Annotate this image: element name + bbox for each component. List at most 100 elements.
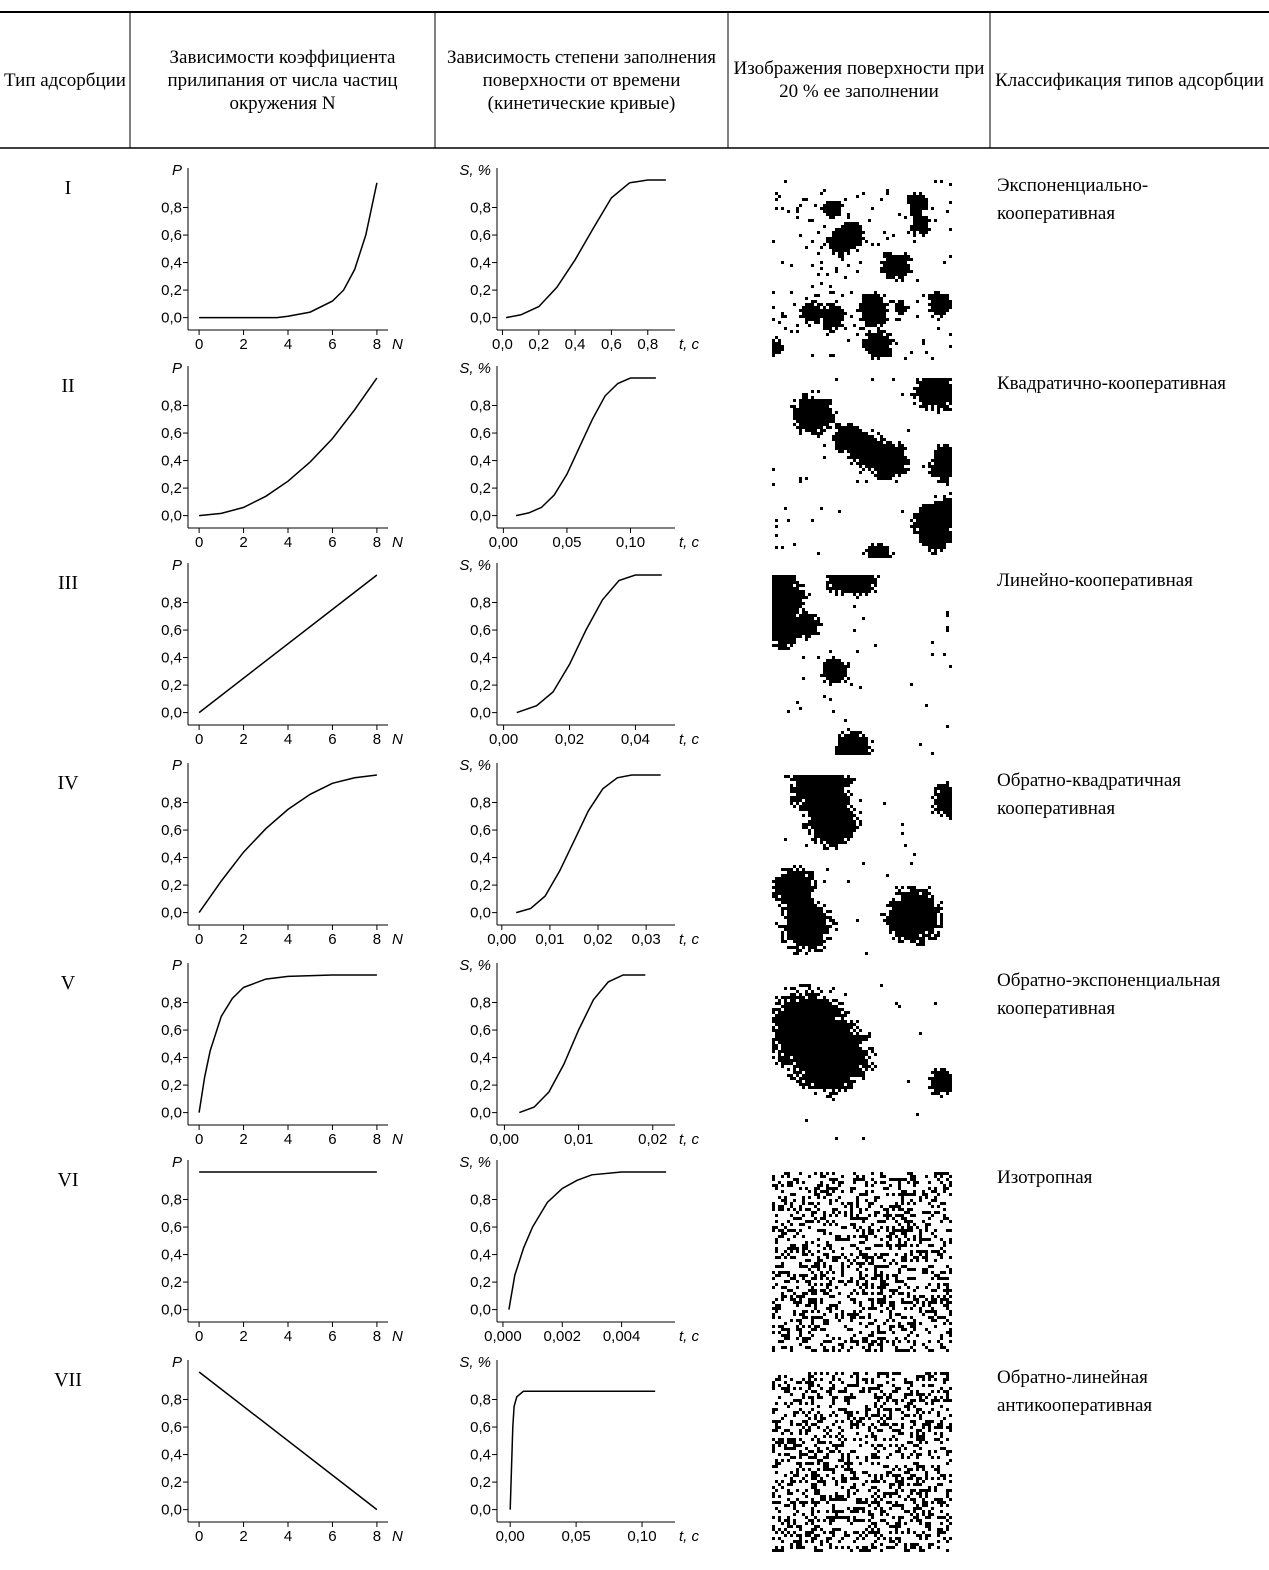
y-tick-label: 0,4 xyxy=(470,255,491,272)
classification: Обратно-экспоненциальная кооперативная xyxy=(997,967,1262,1023)
y-axis-label: P xyxy=(172,757,182,774)
x-tick-label: 2 xyxy=(239,336,247,353)
surface-image xyxy=(772,984,952,1140)
x-tick-label: 6 xyxy=(328,336,336,353)
y-tick-label: 0,0 xyxy=(470,1105,491,1122)
x-tick-label: 2 xyxy=(239,931,247,948)
y-tick-label: 0,0 xyxy=(470,705,491,722)
curve xyxy=(516,775,660,913)
y-tick-label: 0,8 xyxy=(470,200,491,217)
x-tick-label: 8 xyxy=(373,534,381,551)
x-tick-label: 8 xyxy=(373,1528,381,1545)
y-tick-label: 0,0 xyxy=(470,508,491,525)
x-tick-label: 0,01 xyxy=(535,931,564,948)
y-tick-label: 0,6 xyxy=(161,425,182,442)
classification: Квадратично-кооперативная xyxy=(997,370,1262,398)
surface-image xyxy=(772,378,952,558)
y-axis-label: S, % xyxy=(459,957,491,974)
y-axis-label: P xyxy=(172,1354,182,1371)
surface-image xyxy=(772,1172,952,1352)
y-tick-label: 0,8 xyxy=(161,795,182,812)
row-type: I xyxy=(65,177,72,199)
x-tick-label: 0,04 xyxy=(621,731,650,748)
y-tick-label: 0,6 xyxy=(470,622,491,639)
x-tick-label: 0,00 xyxy=(489,731,518,748)
y-tick-label: 0,4 xyxy=(161,850,182,867)
y-tick-label: 0,0 xyxy=(161,508,182,525)
y-axis-label: P xyxy=(172,360,182,377)
x-tick-label: 4 xyxy=(284,931,292,948)
y-tick-label: 0,4 xyxy=(470,850,491,867)
x-tick-label: 2 xyxy=(239,1528,247,1545)
curve xyxy=(509,1172,666,1310)
y-tick-label: 0,2 xyxy=(161,1077,182,1094)
y-tick-label: 0,8 xyxy=(161,1192,182,1209)
y-tick-label: 0,0 xyxy=(161,1302,182,1319)
x-axis-label: N xyxy=(392,731,403,748)
y-axis-label: P xyxy=(172,957,182,974)
y-tick-label: 0,0 xyxy=(470,1302,491,1319)
classification: Экспоненциально-кооперативная xyxy=(997,172,1262,228)
x-tick-label: 6 xyxy=(328,534,336,551)
x-axis-label: t, с xyxy=(679,931,700,948)
x-tick-label: 0 xyxy=(195,534,203,551)
surface-image xyxy=(772,775,952,955)
x-tick-label: 0,02 xyxy=(583,931,612,948)
x-tick-label: 2 xyxy=(239,731,247,748)
x-tick-label: 0,02 xyxy=(555,731,584,748)
y-tick-label: 0,6 xyxy=(470,227,491,244)
y-tick-label: 0,0 xyxy=(161,1502,182,1519)
surface-image xyxy=(772,575,952,755)
y-axis-label: P xyxy=(172,1154,182,1171)
x-tick-label: 4 xyxy=(284,1328,292,1345)
y-axis-label: P xyxy=(172,557,182,574)
y-tick-label: 0,0 xyxy=(161,905,182,922)
x-tick-label: 4 xyxy=(284,1131,292,1148)
y-tick-label: 0,4 xyxy=(161,255,182,272)
x-tick-label: 6 xyxy=(328,1328,336,1345)
x-tick-label: 8 xyxy=(373,336,381,353)
y-tick-label: 0,6 xyxy=(470,1419,491,1436)
curve xyxy=(199,378,377,516)
x-tick-label: 8 xyxy=(373,1328,381,1345)
x-tick-label: 2 xyxy=(239,534,247,551)
x-tick-label: 2 xyxy=(239,1328,247,1345)
y-tick-label: 0,6 xyxy=(470,1219,491,1236)
y-tick-label: 0,6 xyxy=(470,425,491,442)
x-tick-label: 0,00 xyxy=(487,931,516,948)
x-axis-label: t, с xyxy=(679,1328,700,1345)
x-tick-label: 4 xyxy=(284,336,292,353)
x-tick-label: 0 xyxy=(195,1528,203,1545)
y-tick-label: 0,4 xyxy=(161,650,182,667)
y-axis-label: S, % xyxy=(459,360,491,377)
y-tick-label: 0,2 xyxy=(470,677,491,694)
y-tick-label: 0,4 xyxy=(470,1050,491,1067)
y-tick-label: 0,0 xyxy=(161,705,182,722)
x-tick-label: 6 xyxy=(328,731,336,748)
y-tick-label: 0,8 xyxy=(161,200,182,217)
y-tick-label: 0,4 xyxy=(161,1050,182,1067)
x-tick-label: 0,000 xyxy=(484,1328,522,1345)
curve xyxy=(199,183,377,318)
y-tick-label: 0,0 xyxy=(161,1105,182,1122)
x-tick-label: 8 xyxy=(373,1131,381,1148)
y-tick-label: 0,6 xyxy=(161,1219,182,1236)
x-tick-label: 0 xyxy=(195,931,203,948)
x-tick-label: 0,10 xyxy=(616,534,645,551)
x-tick-label: 0,6 xyxy=(601,336,622,353)
row-type: VII xyxy=(54,1369,82,1391)
x-tick-label: 0,004 xyxy=(603,1328,641,1345)
x-tick-label: 0 xyxy=(195,1131,203,1148)
x-tick-label: 0,4 xyxy=(565,336,586,353)
x-axis-label: t, с xyxy=(679,534,700,551)
row-type: II xyxy=(61,375,74,397)
x-tick-label: 0 xyxy=(195,1328,203,1345)
y-axis-label: S, % xyxy=(459,1154,491,1171)
x-tick-label: 0 xyxy=(195,336,203,353)
y-axis-label: S, % xyxy=(459,162,491,179)
y-axis-label: S, % xyxy=(459,1354,491,1371)
y-tick-label: 0,2 xyxy=(470,480,491,497)
x-tick-label: 0,05 xyxy=(562,1528,591,1545)
curve xyxy=(199,775,377,913)
curve xyxy=(199,1372,377,1510)
